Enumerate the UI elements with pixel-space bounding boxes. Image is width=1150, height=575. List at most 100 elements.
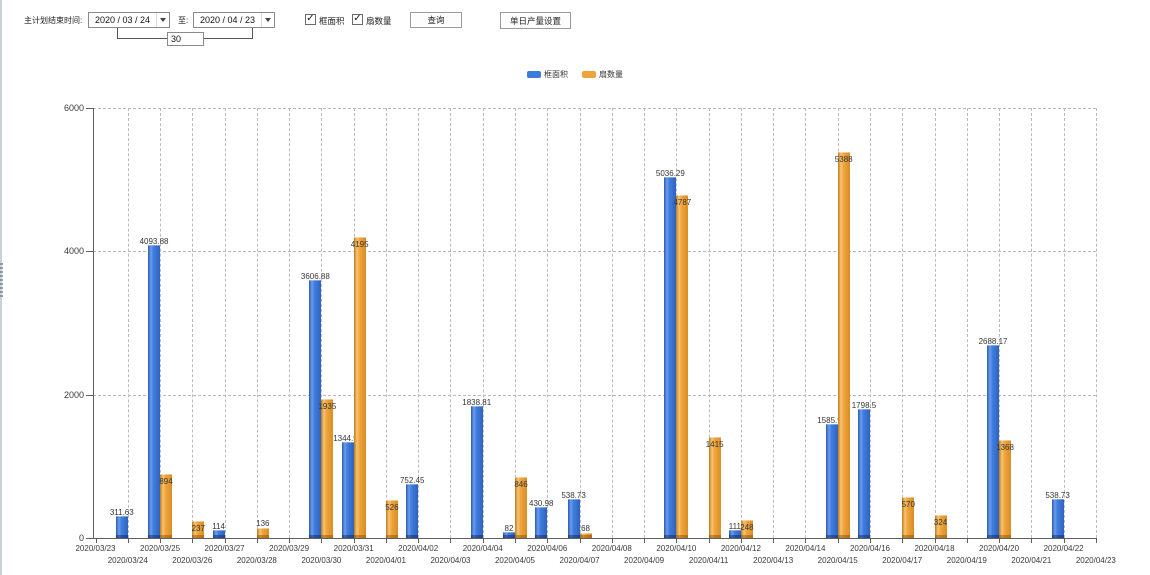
gridline-x (321, 108, 323, 538)
x-axis-label: 2020/04/10 (656, 544, 697, 553)
bar-frame-area (503, 532, 515, 538)
gridline-x (644, 108, 646, 538)
x-axis-label: 2020/03/31 (333, 544, 374, 553)
bar-value-label: 68 (581, 524, 590, 534)
x-axis-tick (902, 538, 904, 543)
x-axis-tick (805, 538, 807, 543)
x-axis-label: 2020/04/22 (1043, 544, 1084, 553)
x-axis-label: 2020/04/08 (591, 544, 632, 553)
bar-frame-area (1051, 499, 1064, 538)
bar-value-label: 1585.96 (817, 416, 847, 426)
gridline-y (93, 251, 1096, 253)
x-axis-tick (740, 538, 742, 543)
bar-value-label: 752.45 (399, 476, 425, 486)
x-axis-tick (353, 538, 355, 543)
gridline-x (289, 108, 291, 538)
gridline-x (869, 108, 871, 538)
x-axis-tick (160, 538, 162, 543)
gridline-x (482, 108, 484, 538)
y-axis-label: 4000 (63, 246, 84, 257)
bar-value-label: 5388 (834, 154, 853, 164)
bar-value-label: 324 (933, 517, 948, 527)
bar-fan-count (837, 151, 850, 538)
day-offset-input[interactable]: 30 (167, 32, 204, 46)
date-from-dropdown-button[interactable] (156, 13, 169, 27)
x-axis-tick (837, 538, 839, 543)
x-axis-tick (869, 538, 871, 543)
x-axis-label: 2020/03/26 (172, 556, 213, 565)
bar-value-label: 570 (901, 500, 915, 510)
bar-fan-count (579, 533, 592, 538)
x-axis-label: 2020/04/05 (494, 556, 536, 565)
x-axis-tick (289, 538, 291, 543)
bar-frame-area (567, 499, 580, 538)
bar-value-label: 4093.88 (139, 236, 169, 246)
date-from-value: 2020 / 03 / 24 (94, 15, 151, 25)
splitter-handle[interactable] (0, 263, 3, 297)
bar-value-label: 4787 (673, 197, 692, 207)
gridline-x (450, 108, 452, 538)
x-axis-label: 2020/03/25 (140, 544, 181, 553)
date-to-picker[interactable]: 2020 / 04 / 23 (193, 12, 275, 28)
y-axis-tick (86, 538, 93, 539)
x-axis-tick (773, 538, 775, 543)
bar-value-label: 430.98 (529, 499, 554, 509)
x-axis-label: 2020/04/09 (624, 556, 665, 565)
x-axis-label: 2020/03/29 (269, 544, 310, 553)
bar-value-label: 526 (385, 503, 399, 513)
chevron-down-icon (265, 18, 271, 22)
x-axis-tick (644, 538, 646, 543)
bar-frame-area (470, 406, 483, 538)
gridline-x (385, 108, 387, 538)
x-axis-tick (547, 538, 549, 543)
fan-count-checkbox-label: 扇数量 (366, 16, 392, 26)
x-axis-tick (127, 538, 129, 543)
x-axis-tick (966, 538, 968, 543)
gridline-x (418, 108, 420, 538)
bar-value-label: 1838.81 (462, 398, 492, 408)
x-axis-label: 2020/04/12 (720, 544, 761, 553)
check-icon: ✓ (353, 12, 362, 24)
date-to-value: 2020 / 04 / 23 (199, 15, 256, 25)
date-to-dropdown-button[interactable] (261, 13, 274, 27)
gridline-x (934, 108, 936, 538)
bar-value-label: 111 (728, 522, 741, 532)
gridline-x (547, 108, 549, 538)
x-axis-label: 2020/04/04 (462, 544, 503, 553)
query-button[interactable]: 查询 (410, 12, 462, 28)
date-from-picker[interactable]: 2020 / 03 / 24 (88, 12, 170, 28)
x-axis (93, 538, 1096, 539)
gridline-x (966, 108, 968, 538)
y-axis-tick (86, 394, 93, 396)
x-axis-tick (708, 538, 710, 543)
x-axis-tick (1063, 538, 1065, 543)
plan-end-time-label: 主计划结束时间: (24, 16, 83, 25)
y-axis (93, 108, 94, 538)
x-axis-tick (579, 538, 581, 543)
bar-value-label: 1935 (318, 402, 337, 412)
gridline-x (1031, 108, 1033, 538)
legend-swatch-frame-area (527, 71, 541, 78)
daily-output-settings-button[interactable]: 单日产量设置 (500, 12, 571, 29)
bar-value-label: 538.73 (1045, 491, 1070, 501)
bar-value-label: 237 (191, 524, 205, 533)
x-axis-label: 2020/04/23 (1075, 556, 1116, 565)
frame-area-checkbox-label: 框面积 (319, 16, 345, 26)
bar-frame-area (406, 484, 419, 538)
bar-fan-count (385, 500, 398, 538)
x-axis-label: 2020/04/02 (398, 544, 439, 553)
x-axis-tick (224, 538, 226, 543)
x-axis-label: 2020/04/16 (849, 544, 890, 553)
bar-fan-count (321, 399, 334, 538)
x-axis-label: 2020/04/21 (1011, 556, 1052, 565)
frame-area-checkbox[interactable]: ✓ (305, 13, 316, 25)
bar-frame-area (728, 530, 741, 538)
gridline-x (1095, 108, 1097, 538)
bar-value-label: 538.73 (561, 491, 586, 501)
fan-count-checkbox[interactable]: ✓ (352, 12, 363, 25)
bar-value-label: 1798.5 (851, 401, 877, 411)
bar-frame-area (309, 279, 322, 538)
bar-frame-area (535, 507, 548, 538)
x-axis-label: 2020/03/27 (204, 544, 245, 553)
